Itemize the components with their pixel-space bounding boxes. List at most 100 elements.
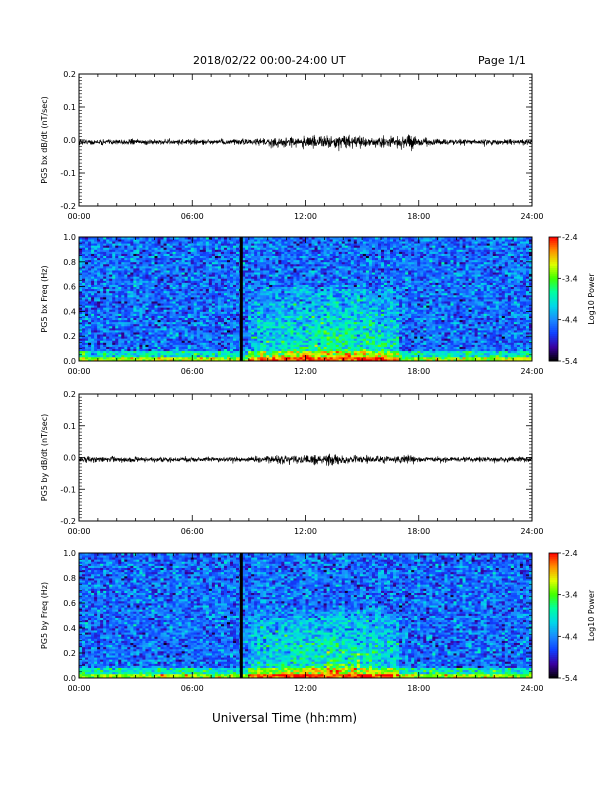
- spectrogram-cell: [112, 307, 116, 310]
- spectrogram-cell: [100, 278, 104, 281]
- spectrogram-cell: [79, 311, 83, 314]
- spectrogram-cell: [133, 352, 137, 356]
- spectrogram-cell: [115, 344, 119, 347]
- spectrogram-cell: [160, 282, 164, 285]
- spectrogram-cell: [112, 284, 116, 287]
- spectrogram-cell: [91, 294, 95, 298]
- spectrogram-cell: [148, 259, 152, 263]
- spectrogram-cell: [91, 319, 95, 323]
- spectrogram-cell: [97, 290, 101, 294]
- spectrogram-cell: [91, 313, 95, 316]
- spectrogram-cell: [136, 255, 140, 259]
- spectrogram-cell: [130, 237, 134, 240]
- spectrogram-cell: [112, 344, 116, 347]
- spectrogram-cell: [133, 274, 137, 277]
- spectrogram-cell: [130, 239, 134, 242]
- spectrogram-cell: [100, 268, 104, 271]
- spectrogram-cell: [118, 265, 122, 269]
- spectrogram-cell: [163, 332, 167, 335]
- spectrogram-cell: [145, 323, 149, 327]
- spectrogram-cell: [103, 268, 107, 271]
- spectrogram-cell: [112, 270, 116, 273]
- spectrogram-cell: [94, 352, 98, 356]
- spectrogram-cell: [139, 336, 143, 339]
- spectrogram-cell: [160, 280, 164, 283]
- spectrogram-cell: [163, 330, 167, 333]
- spectrogram-cell: [103, 330, 107, 333]
- spectrogram-cell: [142, 321, 146, 325]
- spectrogram-cell: [94, 286, 98, 290]
- spectrogram-cell: [157, 280, 161, 283]
- spectrogram-cell: [106, 282, 110, 285]
- spectrogram-cell: [82, 268, 86, 271]
- spectrogram-cell: [100, 241, 104, 244]
- spectrogram-cell: [91, 327, 95, 331]
- dbdt-panel: 00:00 06:00 12:00 18:00 24:000.20.10.0-0.1-0…: [40, 70, 544, 221]
- spectrogram-cell: [151, 340, 155, 343]
- spectrogram-cell: [112, 296, 116, 300]
- spectrogram-cell: [133, 317, 137, 321]
- spectrogram-cell: [163, 319, 167, 323]
- spectrogram-cell: [136, 356, 140, 360]
- spectrogram-cell: [136, 261, 140, 265]
- spectrogram-cell: [91, 309, 95, 312]
- spectrogram-cell: [94, 292, 98, 296]
- spectrogram-cell: [85, 321, 89, 325]
- spectrogram-cell: [82, 299, 86, 302]
- spectrogram-cell: [163, 344, 167, 347]
- spectrogram-cell: [133, 241, 137, 244]
- spectrogram-cell: [121, 301, 125, 304]
- spectrogram-cell: [136, 253, 140, 256]
- spectrogram-cell: [160, 237, 164, 240]
- spectrogram-cell: [145, 358, 149, 362]
- spectrogram-cell: [118, 348, 122, 352]
- spectrogram-cell: [136, 317, 140, 321]
- spectrogram-cell: [121, 311, 125, 314]
- spectrogram-cell: [139, 268, 143, 271]
- spectrogram-cell: [106, 241, 110, 244]
- spectrogram-cell: [121, 274, 125, 277]
- spectrogram-cell: [82, 319, 86, 323]
- spectrogram-cell: [85, 265, 89, 269]
- spectrogram-cell: [163, 251, 167, 254]
- spectrogram-cell: [127, 292, 131, 296]
- spectrogram-cell: [115, 305, 119, 308]
- spectrogram-cell: [157, 290, 161, 294]
- spectrogram-cell: [142, 336, 146, 339]
- spectrogram-cell: [109, 292, 113, 296]
- spectrogram-cell: [94, 307, 98, 310]
- spectrogram-cell: [88, 280, 92, 283]
- spectrogram-cell: [157, 313, 161, 316]
- spectrogram-cell: [130, 338, 134, 341]
- spectrogram-cell: [157, 239, 161, 242]
- spectrogram-cell: [157, 346, 161, 349]
- spectrogram-cell: [160, 336, 164, 339]
- spectrogram-cell: [160, 319, 164, 323]
- spectrogram-cell: [127, 286, 131, 290]
- spectrogram-cell: [106, 280, 110, 283]
- spectrogram-cell: [124, 311, 128, 314]
- spectrogram-cell: [130, 243, 134, 246]
- spectrogram-cell: [118, 286, 122, 290]
- spectrogram-cell: [160, 284, 164, 287]
- spectrogram-cell: [136, 272, 140, 275]
- spectrogram-cell: [136, 288, 140, 292]
- spectrogram-cell: [142, 325, 146, 329]
- spectrogram-cell: [148, 323, 152, 327]
- spectrogram-cell: [121, 334, 125, 337]
- spectrogram-cell: [124, 358, 128, 362]
- spectrogram-cell: [142, 305, 146, 308]
- spectrogram-cell: [100, 340, 104, 343]
- spectrogram-cell: [103, 340, 107, 343]
- spectrogram-cell: [160, 358, 164, 362]
- spectrogram-cell: [127, 342, 131, 345]
- spectrogram-cell: [112, 278, 116, 281]
- spectrogram-cell: [127, 257, 131, 261]
- spectrogram-cell: [130, 311, 134, 314]
- spectrogram-cell: [118, 296, 122, 300]
- spectrogram-cell: [109, 307, 113, 310]
- spectrogram-cell: [94, 280, 98, 283]
- spectrogram-cell: [133, 303, 137, 306]
- spectrogram-cell: [133, 342, 137, 345]
- spectrogram-cell: [133, 253, 137, 256]
